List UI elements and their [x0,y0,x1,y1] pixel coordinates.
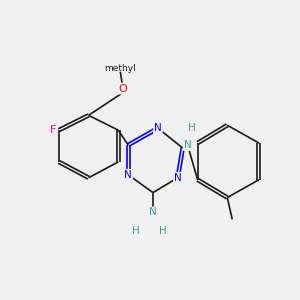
Text: N: N [124,170,132,180]
Text: H: H [132,226,140,236]
Text: H: H [159,226,167,236]
Text: N: N [174,173,182,183]
Text: methyl: methyl [104,64,136,73]
Text: F: F [50,125,56,135]
Text: N: N [154,123,162,133]
Text: O: O [118,84,127,94]
Text: N: N [184,140,191,150]
Text: H: H [188,123,196,133]
Text: N: N [149,207,157,218]
